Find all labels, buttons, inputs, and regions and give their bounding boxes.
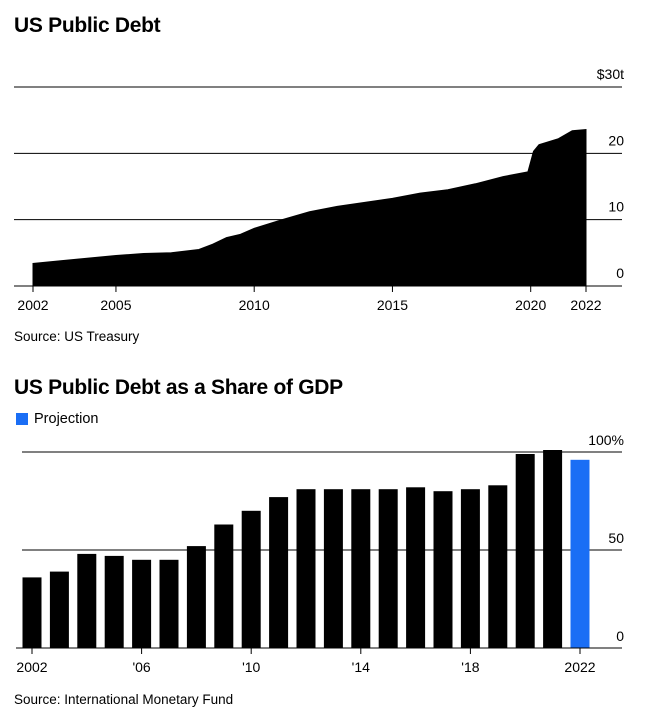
bar — [49, 571, 69, 648]
bar — [515, 454, 535, 648]
bar — [460, 489, 480, 648]
x-tick-label: '18 — [461, 659, 479, 675]
debt-area-chart: 0 10 20 $30t 2002 2005 2010 2015 2020 2022 — [14, 66, 624, 313]
bar — [22, 577, 42, 648]
y-tick-label: $30t — [597, 66, 624, 82]
bar — [77, 553, 97, 648]
bar — [186, 546, 206, 648]
x-tick-label: 2010 — [239, 297, 270, 313]
x-tick-label: '14 — [352, 659, 370, 675]
debt-gdp-bar-chart: 0 50 100% 2002 '06 '10 '14 '18 2022 — [16, 432, 624, 675]
chart2-title: US Public Debt as a Share of GDP — [14, 376, 343, 399]
bar — [104, 555, 124, 648]
y-tick-label: 0 — [616, 628, 624, 644]
x-tick-label: 2002 — [17, 297, 48, 313]
chart2-source: Source: International Monetary Fund — [14, 692, 234, 707]
bar — [132, 559, 152, 648]
bar — [433, 491, 453, 648]
bar — [214, 524, 234, 648]
bar — [351, 489, 371, 648]
y-tick-label: 20 — [608, 132, 624, 148]
x-tick-label: 2002 — [16, 659, 47, 675]
x-tick-label: 2005 — [100, 297, 131, 313]
bar — [296, 489, 316, 648]
x-tick-label: 2022 — [570, 297, 601, 313]
bar — [323, 489, 343, 648]
x-tick-label: 2022 — [564, 659, 595, 675]
bar — [406, 487, 426, 648]
bar — [269, 497, 289, 648]
x-tick-label: '06 — [132, 659, 150, 675]
bar — [488, 485, 508, 648]
legend-label-projection: Projection — [34, 411, 99, 427]
chart1-source: Source: US Treasury — [14, 329, 140, 344]
chart1-title: US Public Debt — [14, 14, 161, 37]
y-tick-label: 100% — [588, 432, 624, 448]
bar — [543, 450, 563, 648]
bar — [159, 559, 179, 648]
y-tick-label: 0 — [616, 265, 624, 281]
debt-area — [32, 128, 587, 287]
bar — [378, 489, 398, 648]
legend: Projection — [16, 411, 98, 427]
y-tick-label: 50 — [608, 530, 624, 546]
x-tick-label: 2020 — [515, 297, 546, 313]
bar — [241, 510, 261, 648]
x-tick-label: 2015 — [377, 297, 408, 313]
legend-swatch-projection — [16, 413, 28, 425]
bar-projection — [570, 459, 590, 648]
y-tick-label: 10 — [608, 199, 624, 215]
x-tick-label: '10 — [242, 659, 260, 675]
